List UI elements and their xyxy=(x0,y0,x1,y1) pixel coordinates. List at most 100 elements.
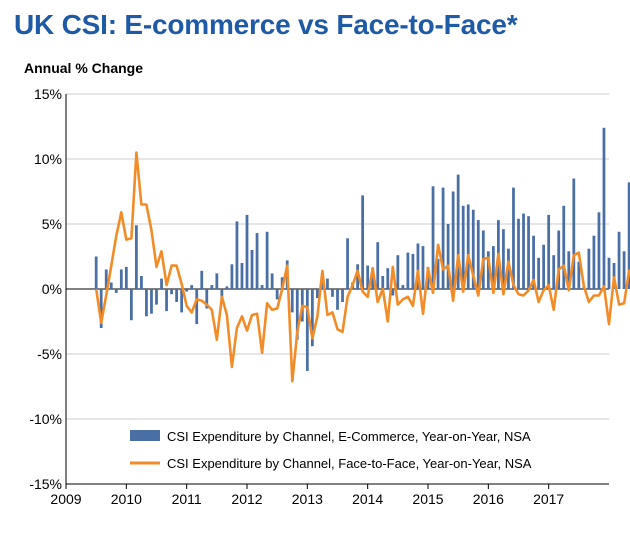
ecommerce-bar xyxy=(129,289,133,321)
y-tick-label: 5% xyxy=(42,216,62,232)
ecommerce-bar xyxy=(175,289,178,302)
x-tick-label: 2014 xyxy=(352,491,383,507)
ecommerce-bar xyxy=(361,195,365,289)
ecommerce-bar xyxy=(140,276,143,289)
ecommerce-bar xyxy=(456,174,460,289)
x-tick-label: 2011 xyxy=(172,491,202,507)
x-tick-labels: 2009 2010 2011 2012 2013 2014 2015 2016 2017 xyxy=(50,491,564,507)
ecommerce-bar xyxy=(250,250,254,289)
ecommerce-bar xyxy=(386,268,390,289)
ecommerce-bar xyxy=(356,264,359,289)
ecommerce-bar xyxy=(502,229,505,289)
ecommerce-bar xyxy=(617,231,621,289)
x-tick-label: 2016 xyxy=(473,491,504,507)
ecommerce-bar xyxy=(295,289,299,340)
ecommerce-bar xyxy=(185,289,189,292)
ecommerce-bar xyxy=(124,266,128,289)
ecommerce-bar xyxy=(195,289,199,325)
ecommerce-bar xyxy=(220,289,224,300)
ecommerce-bar xyxy=(210,285,214,289)
ecommerce-bar xyxy=(160,278,163,289)
ecommerce-bar xyxy=(255,233,259,289)
ecommerce-bar xyxy=(391,289,395,296)
ecommerce-bar xyxy=(416,243,420,289)
ecommerce-bar xyxy=(230,264,234,289)
ecommerce-bar xyxy=(552,255,556,289)
ecommerce-bar xyxy=(366,265,370,289)
ecommerce-bar xyxy=(431,186,435,289)
ecommerce-bar xyxy=(627,182,630,289)
ecommerce-bar xyxy=(240,263,244,289)
legend-label-face-to-face: CSI Expenditure by Channel, Face-to-Face… xyxy=(167,456,532,471)
x-tick-label: 2010 xyxy=(111,491,142,507)
ecommerce-bar xyxy=(622,251,626,289)
legend-label-ecommerce: CSI Expenditure by Channel, E-Commerce, … xyxy=(167,429,531,444)
ecommerce-bar xyxy=(512,187,515,289)
ecommerce-bar xyxy=(537,257,540,289)
ecommerce-bar xyxy=(597,212,601,289)
ecommerce-bar xyxy=(205,289,209,309)
y-tick-label: -15% xyxy=(29,476,62,492)
ecommerce-bar xyxy=(401,285,405,289)
legend: CSI Expenditure by Channel, E-Commerce, … xyxy=(119,429,532,471)
ecommerce-bar xyxy=(542,244,546,289)
ecommerce-bar xyxy=(316,289,319,299)
ecommerce-bar xyxy=(567,251,571,289)
ecommerce-bar xyxy=(451,191,455,289)
ecommerce-bar xyxy=(522,213,525,289)
ecommerce-bar xyxy=(331,289,334,297)
ecommerce-bar xyxy=(406,252,410,289)
ecommerce-bar xyxy=(471,209,475,289)
ecommerce-bar xyxy=(99,289,103,328)
ecommerce-bar xyxy=(326,278,329,289)
ecommerce-bar xyxy=(265,231,269,289)
ecommerce-bar xyxy=(547,214,551,289)
ecommerce-bars xyxy=(94,127,630,371)
ecommerce-bar xyxy=(200,270,204,289)
ecommerce-bar xyxy=(466,204,470,289)
ecommerce-bar xyxy=(421,246,425,289)
face-to-face-series-line xyxy=(94,151,630,383)
legend-swatch-ecommerce xyxy=(130,430,160,441)
ecommerce-bar xyxy=(461,205,465,289)
ecommerce-bar xyxy=(572,178,576,289)
x-tick-label: 2013 xyxy=(292,491,323,507)
ecommerce-bar xyxy=(94,256,98,289)
ecommerce-bar xyxy=(245,214,249,289)
y-tick-label: 15% xyxy=(34,86,62,102)
ecommerce-bar xyxy=(119,269,123,289)
ecommerce-bar xyxy=(290,289,294,313)
ecommerce-bar xyxy=(346,238,349,289)
ecommerce-bar xyxy=(527,216,530,289)
ecommerce-bar xyxy=(165,289,168,312)
ecommerce-bar xyxy=(607,257,611,289)
y-tick-label: 10% xyxy=(34,151,62,167)
ecommerce-bar xyxy=(155,289,158,305)
ecommerce-bar xyxy=(341,289,344,302)
ecommerce-bar xyxy=(180,289,184,313)
y-tick-label: -5% xyxy=(37,346,62,362)
ecommerce-bar xyxy=(235,221,239,289)
ecommerce-bar xyxy=(114,289,118,293)
x-tick-label: 2017 xyxy=(533,491,564,507)
ecommerce-bar xyxy=(557,230,561,289)
ecommerce-bar xyxy=(517,218,520,289)
ecommerce-bar xyxy=(411,253,415,289)
y-tick-label: -10% xyxy=(29,411,62,427)
y-tick-labels: 15% 10% 5% 0% -5% -10% -15% xyxy=(29,86,62,492)
ecommerce-bar xyxy=(577,261,581,289)
ecommerce-bar xyxy=(145,289,148,317)
ecommerce-bar xyxy=(381,276,385,289)
ecommerce-bar xyxy=(592,235,596,289)
ecommerce-bar xyxy=(446,224,450,289)
ecommerce-bar xyxy=(396,255,400,289)
ecommerce-bar xyxy=(612,263,616,289)
ecommerce-bar xyxy=(225,286,229,289)
ecommerce-bar xyxy=(270,273,274,289)
ecommerce-bar xyxy=(486,251,490,289)
ecommerce-bar xyxy=(602,127,606,289)
ecommerce-bar xyxy=(336,289,339,310)
x-tick-label: 2009 xyxy=(50,491,81,507)
ecommerce-bar xyxy=(441,187,445,289)
